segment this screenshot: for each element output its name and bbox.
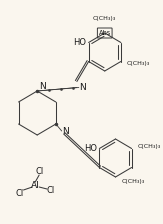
Text: Cl: Cl [47,185,55,194]
Text: C(CH₃)₃: C(CH₃)₃ [93,15,116,21]
Text: C(CH₃)₃: C(CH₃)₃ [138,144,161,149]
FancyBboxPatch shape [97,28,112,38]
Text: N: N [79,83,86,92]
Text: C(CH₃)₃: C(CH₃)₃ [127,61,150,66]
Text: Cl: Cl [35,166,43,175]
Text: Al: Al [31,181,40,190]
Text: HO: HO [84,144,97,153]
Text: Abs: Abs [99,30,111,36]
Text: HO: HO [73,38,86,47]
Text: Cl: Cl [15,189,24,198]
Text: C(CH₃)₃: C(CH₃)₃ [121,179,145,183]
Text: N: N [39,82,45,90]
Text: N: N [62,127,68,136]
